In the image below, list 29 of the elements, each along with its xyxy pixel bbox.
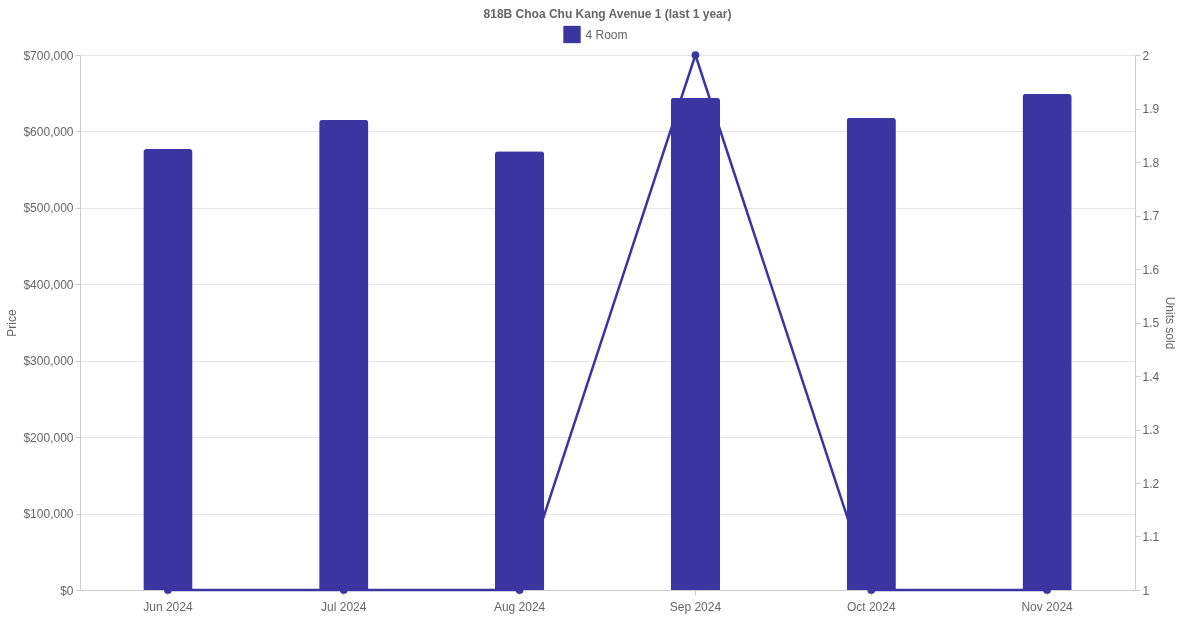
y2-tick-label: 2 — [1142, 48, 1150, 63]
x-tick-label: Jul 2024 — [321, 599, 367, 614]
x-tick-label: Jun 2024 — [143, 599, 193, 614]
y2-tick-label: 1.5 — [1142, 316, 1160, 330]
x-tick-label: Aug 2024 — [493, 599, 546, 614]
y2-tick-label: 1 — [1142, 583, 1150, 598]
y-tick-label: $500,000 — [23, 201, 74, 216]
y-tick-label: $300,000 — [23, 354, 74, 369]
x-tick-label: Oct 2024 — [846, 599, 896, 614]
y-axis-title: Price — [5, 309, 20, 337]
y2-tick-label: 1.4 — [1142, 369, 1160, 384]
y2-tick-label: 1.9 — [1142, 102, 1160, 116]
x-tick-label: Nov 2024 — [1021, 599, 1074, 614]
y2-tick-label: 1.6 — [1142, 262, 1160, 277]
y2-tick-label: 1.7 — [1142, 209, 1160, 223]
y-tick-label: $200,000 — [23, 430, 74, 445]
chart-title: 818B Choa Chu Kang Avenue 1 (last 1 year) — [483, 7, 732, 21]
y2-axis-title: Units sold — [1163, 296, 1178, 350]
y2-tick-label: 1.1 — [1142, 530, 1160, 544]
y-tick-label: $700,000 — [23, 48, 74, 63]
x-tick-label: Sep 2024 — [669, 599, 722, 614]
y2-tick-label: 1.8 — [1142, 155, 1160, 170]
y2-tick-label: 1.2 — [1142, 476, 1160, 491]
y-tick-label: $0 — [60, 583, 74, 598]
y2-tick-label: 1.3 — [1142, 423, 1160, 437]
y-tick-label: $100,000 — [23, 507, 74, 522]
y-tick-label: $400,000 — [23, 277, 74, 292]
legend-label: 4 Room — [585, 27, 628, 42]
y-tick-label: $600,000 — [23, 124, 74, 139]
